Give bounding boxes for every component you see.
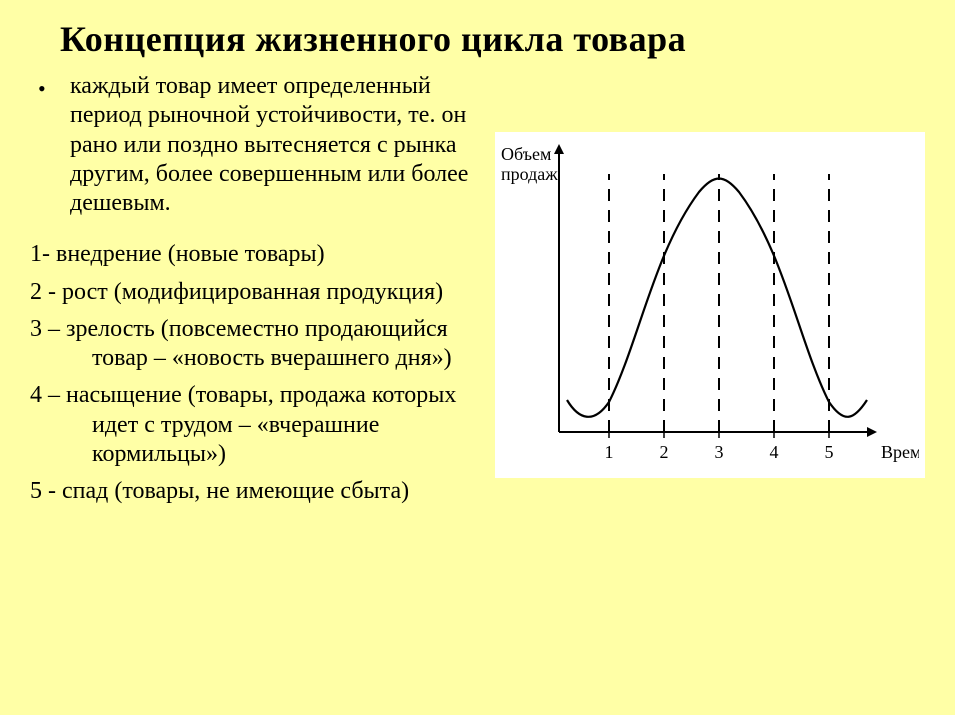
bullet-dot-icon: • <box>30 72 70 218</box>
bullet-item: • каждый товар имеет определенный период… <box>30 72 489 218</box>
svg-text:3: 3 <box>715 442 724 462</box>
svg-text:1: 1 <box>605 442 614 462</box>
lifecycle-chart: Объемпродаж 1 2 3 4 5 Время <box>495 132 925 478</box>
list-item-text: 1- внедрение (новые товары) <box>30 240 489 269</box>
chart-column: Объемпродаж 1 2 3 4 5 Время <box>489 72 925 478</box>
list-item-text: 5 - спад (товары, не имеющие сбыта) <box>30 477 489 506</box>
columns: • каждый товар имеет определенный период… <box>30 72 925 514</box>
svg-text:5: 5 <box>825 442 834 462</box>
svg-text:2: 2 <box>660 442 669 462</box>
lifecycle-chart-svg: Объемпродаж 1 2 3 4 5 Время <box>499 142 919 472</box>
slide: Концепция жизненного цикла товара • кажд… <box>0 0 955 715</box>
list-item-text: 3 – зрелость (повсеместно продающийся то… <box>30 315 489 374</box>
text-column: • каждый товар имеет определенный период… <box>30 72 489 514</box>
slide-title: Концепция жизненного цикла товара <box>60 18 925 60</box>
svg-text:продаж: продаж <box>501 164 558 184</box>
svg-text:Время: Время <box>881 442 919 462</box>
list-item: 5 - спад (товары, не имеющие сбыта) <box>30 477 489 506</box>
list-item-text: 4 – насыщение (товары, продажа которых и… <box>30 381 489 469</box>
list-item-text: 2 - рост (модифицированная продукция) <box>30 278 489 307</box>
list-item: 2 - рост (модифицированная продукция) <box>30 278 489 307</box>
svg-text:4: 4 <box>770 442 779 462</box>
list-item: 3 – зрелость (повсеместно продающийся то… <box>30 315 489 374</box>
list-item: 4 – насыщение (товары, продажа которых и… <box>30 381 489 469</box>
bullet-text: каждый товар имеет определенный период р… <box>70 72 489 218</box>
list-item: 1- внедрение (новые товары) <box>30 240 489 269</box>
svg-text:Объем: Объем <box>501 144 551 164</box>
